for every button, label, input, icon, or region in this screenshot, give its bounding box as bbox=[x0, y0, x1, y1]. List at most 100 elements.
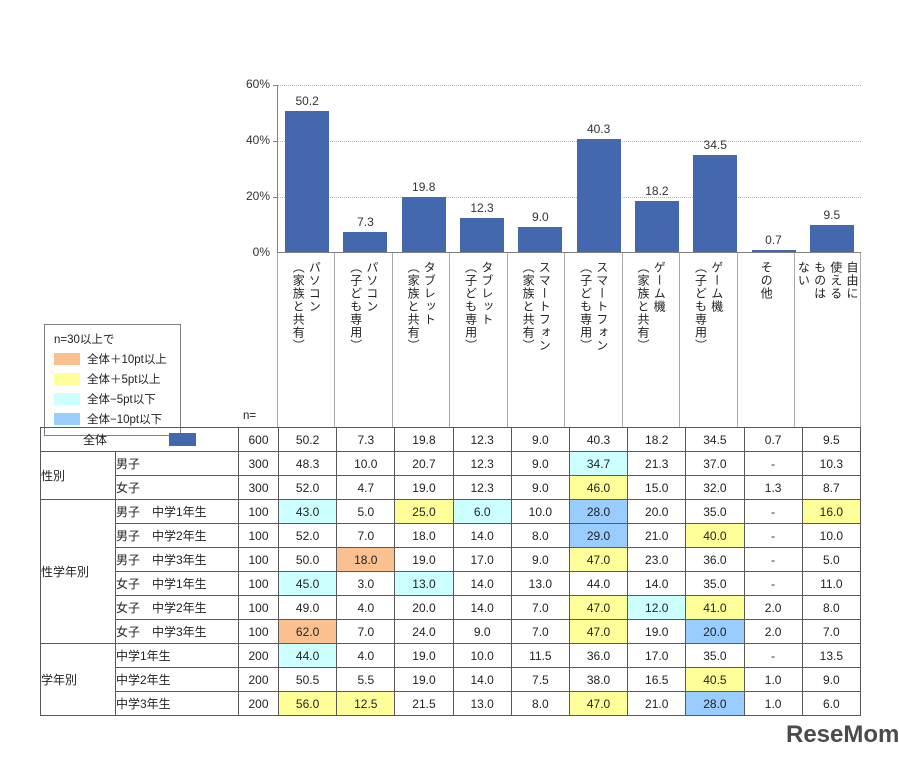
category-cell: ゲーム機 （子ども専用） bbox=[680, 253, 738, 428]
total-label: 全体 bbox=[83, 433, 108, 447]
bar-column: 34.5 bbox=[686, 85, 744, 252]
bar-value-label: 18.2 bbox=[645, 184, 669, 198]
legend-color-swatch bbox=[54, 373, 80, 385]
data-cell: 40.0 bbox=[685, 523, 745, 548]
series-color-swatch bbox=[169, 433, 197, 446]
legend-item: 全体−5pt以下 bbox=[54, 391, 171, 407]
bar-value-label: 9.5 bbox=[823, 208, 841, 222]
data-cell: 47.0 bbox=[568, 619, 629, 644]
group-label: 性学年別 bbox=[40, 499, 116, 644]
legend-item-label: 全体−10pt以下 bbox=[87, 414, 163, 426]
bar-column: 50.2 bbox=[278, 85, 336, 252]
category-label: タブレット （子ども専用） bbox=[463, 261, 494, 352]
data-cell: 4.0 bbox=[336, 595, 396, 620]
bar bbox=[576, 139, 621, 252]
bar-value-label: 34.5 bbox=[703, 138, 727, 152]
data-cell: 36.0 bbox=[568, 643, 629, 668]
data-cell: 41.0 bbox=[685, 595, 745, 620]
category-label: スマートフォン （家族と共有） bbox=[521, 261, 552, 352]
bar-value-label: 19.8 bbox=[412, 180, 436, 194]
category-cell: スマートフォン （家族と共有） bbox=[508, 253, 566, 428]
bar-column: 19.8 bbox=[395, 85, 453, 252]
data-cell: 7.3 bbox=[336, 427, 396, 452]
bar-column: 9.5 bbox=[803, 85, 861, 252]
data-cell: 40.5 bbox=[685, 667, 745, 692]
data-cell: 45.0 bbox=[278, 571, 338, 596]
category-cell: パソコン （家族と共有） bbox=[278, 253, 336, 428]
data-cell: 14.0 bbox=[452, 571, 512, 596]
bar-value-label: 0.7 bbox=[765, 233, 782, 247]
y-tick-label: 40% bbox=[245, 133, 270, 147]
data-cell: 50.2 bbox=[278, 427, 338, 452]
data-cell: 14.0 bbox=[452, 667, 512, 692]
bar bbox=[634, 201, 679, 252]
gridline bbox=[278, 141, 861, 142]
bar bbox=[751, 250, 796, 252]
data-cell: 7.5 bbox=[510, 667, 570, 692]
row-label: 女子 中学1年生 bbox=[114, 571, 240, 596]
chart-plot: 50.2 7.3 19.8 12.3 9.0 40.3 18.2 34.5 0.7 9.5 bbox=[273, 85, 861, 253]
bar-value-label: 12.3 bbox=[470, 201, 494, 215]
data-cell: 5.0 bbox=[336, 499, 396, 524]
data-cell: 5.0 bbox=[801, 547, 862, 572]
data-cell: 20.0 bbox=[627, 499, 687, 524]
data-cell: 21.0 bbox=[627, 691, 687, 716]
bar-value-label: 9.0 bbox=[531, 210, 549, 224]
data-cell: 34.7 bbox=[568, 451, 629, 476]
data-cell: 34.5 bbox=[685, 427, 745, 452]
gridline bbox=[278, 85, 861, 86]
bar-column: 9.0 bbox=[511, 85, 569, 252]
row-label: 中学1年生 bbox=[114, 643, 240, 668]
n-value: 100 bbox=[238, 595, 280, 620]
category-cell: パソコン （子ども専用） bbox=[335, 253, 393, 428]
data-cell: 20.7 bbox=[394, 451, 454, 476]
data-cell: 17.0 bbox=[452, 547, 512, 572]
legend-item: 全体＋5pt以上 bbox=[54, 371, 171, 387]
data-cell: 10.0 bbox=[452, 643, 512, 668]
category-label: 自由に 使える ものは ない bbox=[796, 261, 859, 300]
bar-column: 0.7 bbox=[744, 85, 802, 252]
data-cell: 9.0 bbox=[510, 475, 570, 500]
bar-column: 18.2 bbox=[628, 85, 686, 252]
n-value: 200 bbox=[238, 643, 280, 668]
data-cell: 13.0 bbox=[452, 691, 512, 716]
data-cell: 18.2 bbox=[627, 427, 687, 452]
category-labels: パソコン （家族と共有） パソコン （子ども専用） タブレット （家族と共有） タブレ… bbox=[277, 253, 861, 428]
data-cell: - bbox=[743, 547, 803, 572]
bar bbox=[460, 218, 505, 252]
row-label: 女子 中学3年生 bbox=[114, 619, 240, 644]
legend-color-swatch bbox=[54, 353, 80, 365]
n-value: 100 bbox=[238, 499, 280, 524]
data-cell: 1.0 bbox=[743, 691, 803, 716]
data-cell: 47.0 bbox=[568, 691, 629, 716]
y-tick-label: 20% bbox=[245, 189, 270, 203]
data-cell: 13.0 bbox=[510, 571, 570, 596]
data-cell: 21.0 bbox=[627, 523, 687, 548]
bar bbox=[343, 232, 388, 252]
data-cell: 38.0 bbox=[568, 667, 629, 692]
data-cell: 6.0 bbox=[801, 691, 862, 716]
category-cell: 自由に 使える ものは ない bbox=[795, 253, 861, 428]
row-label: 中学3年生 bbox=[114, 691, 240, 716]
n-value: 100 bbox=[238, 523, 280, 548]
bar-value-label: 50.2 bbox=[295, 94, 319, 108]
data-cell: 13.0 bbox=[394, 571, 454, 596]
data-cell: 46.0 bbox=[568, 475, 629, 500]
y-tick-label: 60% bbox=[245, 77, 270, 91]
table-row: 中学2年生 200 50.5 5.5 19.0 14.0 7.5 38.0 16.5 40.5 1.… bbox=[41, 667, 862, 692]
data-cell: 29.0 bbox=[568, 523, 629, 548]
data-cell: 21.5 bbox=[394, 691, 454, 716]
row-label: 女子 bbox=[114, 475, 240, 500]
data-cell: - bbox=[743, 499, 803, 524]
data-cell: 9.5 bbox=[801, 427, 862, 452]
category-label: ゲーム機 （子ども専用） bbox=[693, 261, 724, 352]
n-value: 200 bbox=[238, 691, 280, 716]
legend-item: 全体−10pt以下 bbox=[54, 411, 171, 427]
category-label: パソコン （子ども専用） bbox=[348, 261, 379, 352]
bar-column: 12.3 bbox=[453, 85, 511, 252]
table-row: 女子 中学1年生 100 45.0 3.0 13.0 14.0 13.0 44.0 14.0 35… bbox=[41, 571, 862, 596]
data-cell: 7.0 bbox=[510, 595, 570, 620]
data-cell: 10.0 bbox=[336, 451, 396, 476]
total-label-wrap: 全体 bbox=[42, 431, 238, 448]
data-cell: 6.0 bbox=[452, 499, 512, 524]
